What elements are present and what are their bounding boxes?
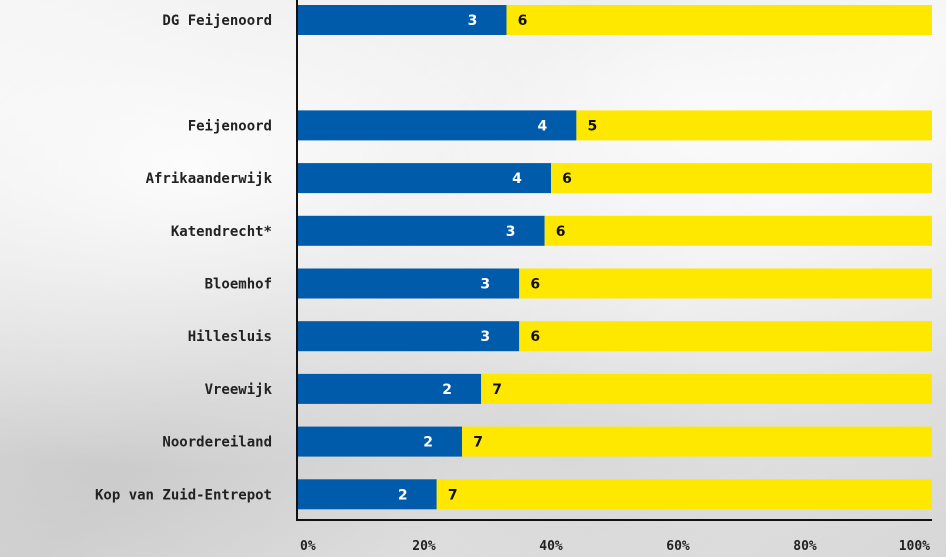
bar-segment-series-2 xyxy=(519,321,932,352)
data-label-series-2: 7 xyxy=(492,382,502,398)
data-label-series-2: 6 xyxy=(518,13,528,29)
data-label-series-1: 3 xyxy=(480,277,490,293)
data-label-series-2: 5 xyxy=(588,118,598,134)
x-tick-label: 100% xyxy=(899,539,930,554)
category-label: Bloemhof xyxy=(205,277,272,293)
bar-segment-series-2 xyxy=(481,373,932,404)
category-labels-group: DG Feijenoord Feijenoord Afrikaanderwijk Ka… xyxy=(95,13,273,503)
category-label: Vreewijk xyxy=(205,382,273,398)
bar-segment-series-1 xyxy=(297,426,463,457)
value-labels-group: 3 6 4 5 4 6 3 6 3 6 3 6 2 7 2 7 2 7 xyxy=(398,13,597,503)
bar-segment-series-2 xyxy=(462,426,932,457)
data-label-series-1: 3 xyxy=(480,329,490,345)
data-label-series-2: 6 xyxy=(530,277,540,293)
bar-segment-series-1 xyxy=(297,163,551,194)
category-label: Hillesluis xyxy=(188,329,272,345)
category-label: Noordereiland xyxy=(162,435,272,451)
bar-segment-series-2 xyxy=(551,163,932,194)
data-label-series-1: 3 xyxy=(506,224,516,240)
bar-segment-series-1 xyxy=(297,268,520,299)
bar-segment-series-1 xyxy=(297,5,507,35)
data-label-series-1: 3 xyxy=(468,13,478,29)
data-label-series-1: 2 xyxy=(442,382,452,398)
data-label-series-2: 7 xyxy=(473,435,483,451)
category-label: Katendrecht* xyxy=(171,224,272,240)
bar-segment-series-2 xyxy=(544,215,932,246)
data-label-series-2: 6 xyxy=(556,224,566,240)
bar-segment-series-2 xyxy=(519,268,932,299)
data-label-series-1: 2 xyxy=(423,435,433,451)
data-label-series-1: 2 xyxy=(398,487,408,503)
bar-segment-series-1 xyxy=(297,373,482,404)
bar-segment-series-2 xyxy=(506,5,932,35)
data-label-series-1: 4 xyxy=(538,118,548,134)
category-label: Afrikaanderwijk xyxy=(146,171,273,187)
axes-group xyxy=(296,0,932,521)
category-label: Feijenoord xyxy=(188,118,272,134)
x-tick-label: 60% xyxy=(666,539,690,554)
bar-segment-series-1 xyxy=(297,321,520,352)
category-label: DG Feijenoord xyxy=(162,13,272,29)
data-label-series-1: 4 xyxy=(512,171,522,187)
bar-segment-series-1 xyxy=(297,110,577,141)
x-tick-label: 80% xyxy=(793,539,817,554)
category-label: Kop van Zuid-Entrepot xyxy=(95,487,272,503)
bar-segment-series-2 xyxy=(436,479,932,510)
data-label-series-2: 6 xyxy=(562,171,572,187)
bar-segment-series-1 xyxy=(297,215,545,246)
bar-segment-series-1 xyxy=(297,479,437,510)
bars-group xyxy=(297,5,932,510)
x-tick-label: 20% xyxy=(412,539,436,554)
bar-segment-series-2 xyxy=(576,110,932,141)
tick-labels-group: 0% 20% 40% 60% 80% 100% xyxy=(300,539,930,554)
data-label-series-2: 6 xyxy=(530,329,540,345)
x-tick-label: 0% xyxy=(300,539,316,554)
data-label-series-2: 7 xyxy=(448,487,458,503)
x-tick-label: 40% xyxy=(539,539,563,554)
